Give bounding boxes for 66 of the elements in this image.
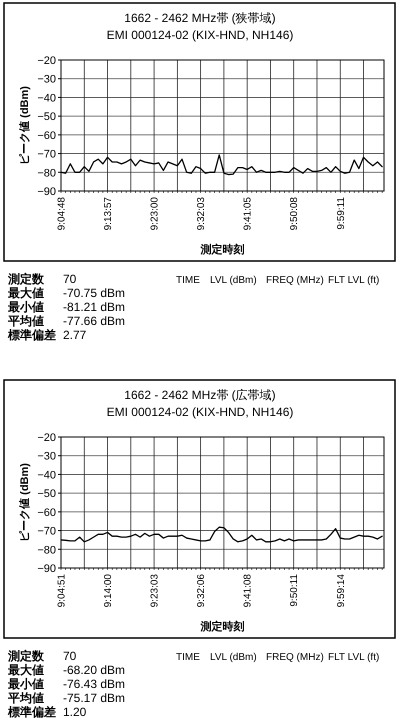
text: -75.17 dBm: [63, 691, 126, 705]
text: 最大値: [7, 663, 44, 677]
y-tick-label: −20: [37, 55, 56, 67]
chart-title: 1662 - 2462 MHz帯 (広帯域): [124, 388, 276, 402]
text: 2.77: [63, 328, 87, 342]
y-tick-label: −20: [37, 432, 56, 444]
text: 測定数: [7, 272, 45, 286]
x-tick-label: 9:41:08: [242, 574, 254, 608]
y-tick-label: −60: [37, 506, 56, 519]
x-tick-label: 9:41:05: [242, 196, 254, 230]
text: -70.75 dBm: [63, 286, 126, 300]
x-tick-label: 9:23:00: [150, 196, 161, 230]
text: 70: [63, 272, 77, 286]
y-axis-title: ピーク値 (dBm): [18, 86, 31, 165]
text: FLT LVL (ft): [328, 275, 380, 286]
x-tick-label: 9:04:51: [56, 574, 68, 608]
x-tick-label: 9:59:14: [336, 574, 347, 608]
text: -76.43 dBm: [63, 677, 126, 691]
y-tick-label: −40: [37, 469, 56, 482]
y-tick-label: −60: [37, 130, 56, 142]
text: 1.20: [63, 705, 87, 719]
chart-subtitle: EMI 000124-02 (KIX-HND, NH146): [106, 405, 294, 419]
x-tick-label: 9:14:00: [103, 574, 114, 608]
text: FLT LVL (ft): [328, 652, 380, 663]
y-tick-label: −50: [37, 488, 56, 500]
x-axis-title: 測定時刻: [200, 243, 244, 256]
text: -68.20 dBm: [63, 663, 126, 677]
text: 最小値: [7, 677, 44, 691]
text: FREQ (MHz): [266, 275, 324, 286]
x-tick-label: 9:50:11: [289, 574, 300, 607]
y-tick-label: −70: [37, 148, 56, 161]
x-tick-label: 9:04:48: [56, 196, 68, 230]
x-tick-label: 9:13:57: [103, 196, 114, 230]
text: -81.21 dBm: [63, 300, 126, 314]
y-tick-label: −80: [37, 167, 56, 180]
y-tick-label: −90: [37, 186, 56, 198]
text: 標準偏差: [7, 705, 56, 719]
y-tick-label: −70: [37, 526, 56, 538]
x-axis-title: 測定時刻: [200, 620, 244, 633]
text: 最大値: [7, 286, 44, 300]
text: TIME: [176, 275, 200, 286]
chart-subtitle: EMI 000124-02 (KIX-HND, NH146): [106, 28, 294, 42]
text: 70: [63, 649, 77, 663]
text: LVL (dBm): [210, 275, 257, 286]
y-tick-label: −30: [37, 450, 56, 463]
y-tick-label: −90: [37, 563, 56, 575]
text: -77.66 dBm: [63, 314, 126, 328]
x-tick-label: 9:50:08: [289, 196, 300, 230]
x-tick-label: 9:23:03: [150, 574, 161, 608]
text: 測定数: [7, 649, 45, 663]
text: FREQ (MHz): [266, 652, 324, 663]
text: 標準偏差: [7, 328, 56, 342]
x-tick-label: 9:32:03: [196, 196, 208, 230]
y-tick-label: −50: [37, 111, 56, 124]
chart-title: 1662 - 2462 MHz帯 (狭帯域): [124, 11, 276, 25]
y-axis-title: ピーク値 (dBm): [18, 462, 31, 542]
text: 最小値: [7, 300, 44, 314]
x-tick-label: 9:32:06: [196, 574, 208, 608]
x-tick-label: 9:59:11: [336, 196, 347, 230]
text: LVL (dBm): [210, 652, 257, 663]
y-tick-label: −40: [37, 92, 56, 104]
y-tick-label: −30: [37, 74, 56, 86]
text: 平均値: [7, 691, 44, 705]
text: 平均値: [7, 314, 44, 328]
text: TIME: [176, 652, 200, 663]
y-tick-label: −80: [37, 544, 56, 556]
